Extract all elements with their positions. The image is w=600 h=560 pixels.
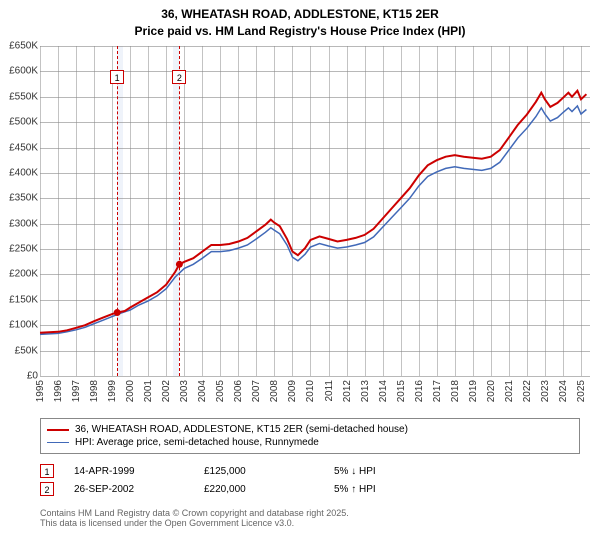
x-tick-label: 2003 bbox=[179, 380, 190, 402]
event-label: 2 bbox=[172, 70, 186, 84]
x-tick-label: 2009 bbox=[287, 380, 298, 402]
transaction-row: 2 26-SEP-2002£220,0005% ↑ HPI bbox=[40, 480, 464, 498]
footer: Contains HM Land Registry data © Crown c… bbox=[40, 508, 349, 528]
x-tick-label: 2001 bbox=[143, 380, 154, 402]
transaction-date: 14-APR-1999 bbox=[74, 466, 204, 477]
x-tick-label: 2022 bbox=[522, 380, 533, 402]
x-tick-label: 2020 bbox=[486, 380, 497, 402]
legend-swatch bbox=[47, 442, 69, 444]
transaction-row: 1 14-APR-1999£125,0005% ↓ HPI bbox=[40, 462, 464, 480]
y-tick-label: £100K bbox=[0, 320, 38, 331]
y-tick-label: £450K bbox=[0, 142, 38, 153]
chart-container: 36, WHEATASH ROAD, ADDLESTONE, KT15 2ER … bbox=[0, 0, 600, 560]
transaction-date: 26-SEP-2002 bbox=[74, 484, 204, 495]
y-tick-label: £400K bbox=[0, 167, 38, 178]
x-tick-label: 2024 bbox=[558, 380, 569, 402]
property-line bbox=[40, 91, 586, 333]
x-tick-label: 2015 bbox=[396, 380, 407, 402]
transaction-table: 1 14-APR-1999£125,0005% ↓ HPI 2 26-SEP-2002… bbox=[40, 462, 464, 498]
chart-title: 36, WHEATASH ROAD, ADDLESTONE, KT15 2ER … bbox=[0, 0, 600, 40]
x-tick-label: 2000 bbox=[125, 380, 136, 402]
legend-item: HPI: Average price, semi-detached house,… bbox=[47, 436, 573, 449]
sale-marker bbox=[176, 261, 183, 268]
y-tick-label: £150K bbox=[0, 294, 38, 305]
y-tick-label: £350K bbox=[0, 193, 38, 204]
x-tick-label: 2013 bbox=[360, 380, 371, 402]
plot-area bbox=[40, 46, 590, 376]
transaction-price: £125,000 bbox=[204, 466, 334, 477]
x-tick-label: 1997 bbox=[71, 380, 82, 402]
legend-swatch bbox=[47, 429, 69, 431]
y-tick-label: £0 bbox=[0, 371, 38, 382]
transaction-marker: 2 bbox=[40, 482, 54, 496]
footer-line2: This data is licensed under the Open Gov… bbox=[40, 518, 349, 528]
legend-item: 36, WHEATASH ROAD, ADDLESTONE, KT15 2ER … bbox=[47, 423, 573, 436]
event-label: 1 bbox=[110, 70, 124, 84]
x-tick-label: 2012 bbox=[342, 380, 353, 402]
legend-label: HPI: Average price, semi-detached house,… bbox=[75, 437, 319, 448]
x-tick-label: 2014 bbox=[378, 380, 389, 402]
x-tick-label: 1998 bbox=[89, 380, 100, 402]
x-tick-label: 2017 bbox=[432, 380, 443, 402]
x-tick-label: 2019 bbox=[468, 380, 479, 402]
footer-line1: Contains HM Land Registry data © Crown c… bbox=[40, 508, 349, 518]
sale-marker bbox=[114, 309, 121, 316]
x-tick-label: 2021 bbox=[504, 380, 515, 402]
y-tick-label: £600K bbox=[0, 66, 38, 77]
x-tick-label: 2005 bbox=[215, 380, 226, 402]
x-tick-label: 1999 bbox=[107, 380, 118, 402]
y-tick-label: £250K bbox=[0, 244, 38, 255]
hpi-line bbox=[40, 106, 586, 335]
y-tick-label: £50K bbox=[0, 345, 38, 356]
x-tick-label: 2008 bbox=[269, 380, 280, 402]
transaction-marker: 1 bbox=[40, 464, 54, 478]
x-tick-label: 2025 bbox=[576, 380, 587, 402]
x-tick-label: 1996 bbox=[53, 380, 64, 402]
x-tick-label: 2016 bbox=[414, 380, 425, 402]
x-tick-label: 2006 bbox=[233, 380, 244, 402]
x-tick-label: 2010 bbox=[305, 380, 316, 402]
title-line1: 36, WHEATASH ROAD, ADDLESTONE, KT15 2ER bbox=[0, 6, 600, 23]
y-tick-label: £300K bbox=[0, 218, 38, 229]
x-tick-label: 1995 bbox=[35, 380, 46, 402]
x-tick-label: 2002 bbox=[161, 380, 172, 402]
x-tick-label: 2011 bbox=[324, 380, 335, 402]
y-tick-label: £500K bbox=[0, 117, 38, 128]
y-tick-label: £550K bbox=[0, 91, 38, 102]
legend: 36, WHEATASH ROAD, ADDLESTONE, KT15 2ER … bbox=[40, 418, 580, 454]
transaction-hpi-delta: 5% ↓ HPI bbox=[334, 466, 464, 477]
transaction-hpi-delta: 5% ↑ HPI bbox=[334, 484, 464, 495]
y-tick-label: £650K bbox=[0, 41, 38, 52]
x-tick-label: 2018 bbox=[450, 380, 461, 402]
legend-label: 36, WHEATASH ROAD, ADDLESTONE, KT15 2ER … bbox=[75, 424, 408, 435]
gridline-h bbox=[40, 376, 590, 377]
x-tick-label: 2004 bbox=[197, 380, 208, 402]
x-tick-label: 2007 bbox=[251, 380, 262, 402]
y-tick-label: £200K bbox=[0, 269, 38, 280]
x-tick-label: 2023 bbox=[540, 380, 551, 402]
transaction-price: £220,000 bbox=[204, 484, 334, 495]
title-line2: Price paid vs. HM Land Registry's House … bbox=[0, 23, 600, 40]
